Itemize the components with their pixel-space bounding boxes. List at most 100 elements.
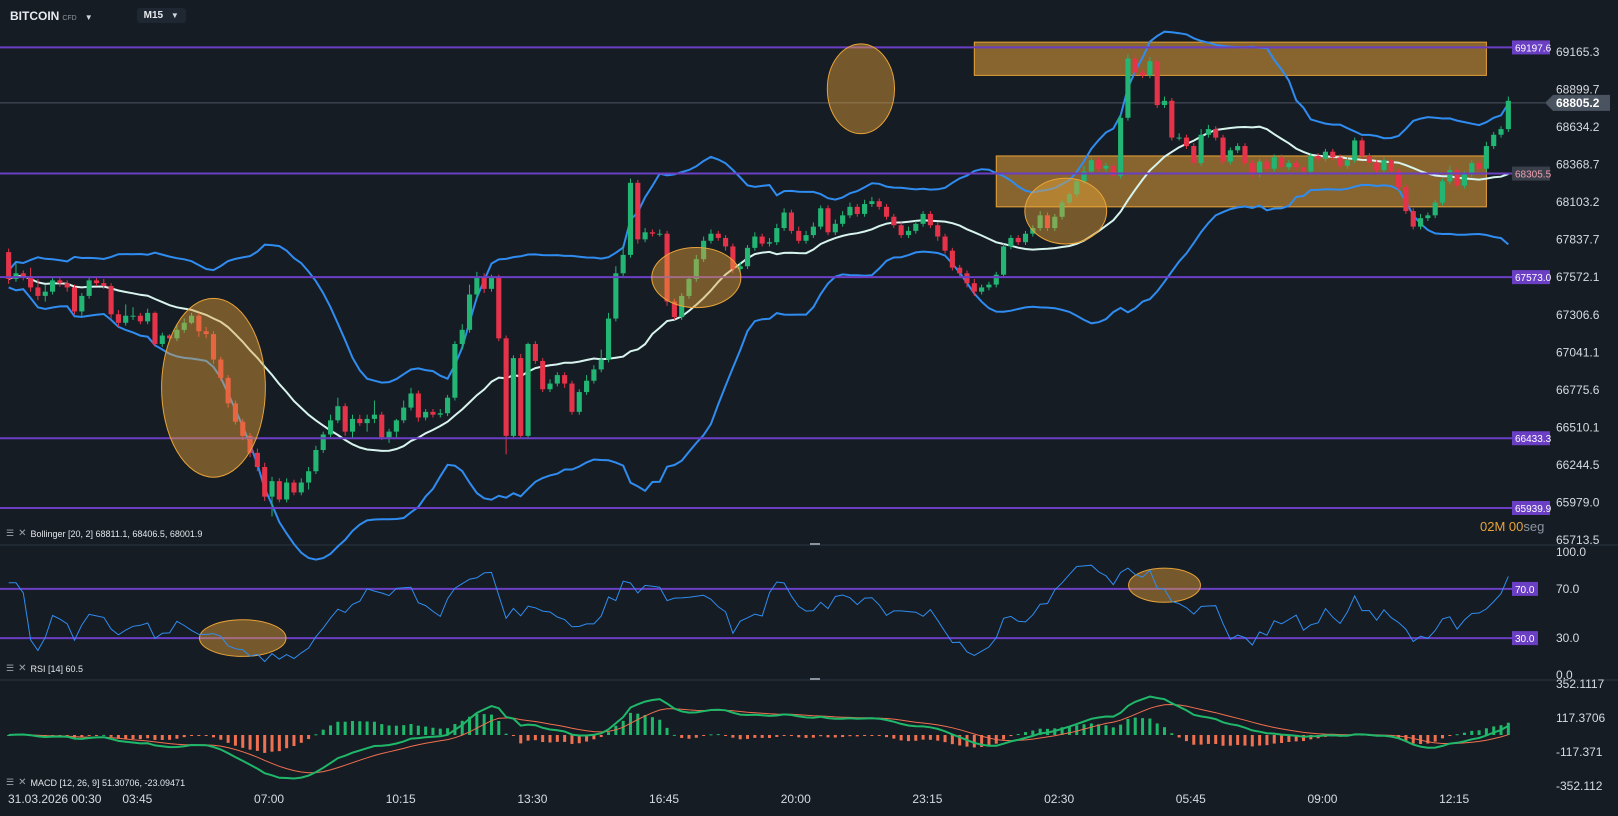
- time-axis-tick: 05:45: [1176, 792, 1206, 806]
- candle-bearish: [240, 421, 246, 436]
- settings-lines-icon[interactable]: ☰: [6, 528, 15, 538]
- settings-lines-icon[interactable]: ☰: [6, 777, 15, 787]
- candle-bullish: [1425, 215, 1431, 219]
- macd-histogram-bar: [1126, 718, 1130, 735]
- timeframe-selector[interactable]: M15 ▼: [136, 8, 186, 23]
- macd-histogram-bar: [826, 735, 830, 738]
- macd-histogram-bar: [804, 735, 808, 738]
- macd-histogram-bar: [511, 735, 515, 736]
- price-axis-tick: 67041.1: [1556, 345, 1600, 359]
- candle-bearish: [115, 314, 121, 323]
- candle-bullish: [437, 413, 443, 415]
- candle-bearish: [1403, 187, 1409, 212]
- candle-bearish: [496, 277, 502, 339]
- candle-bullish: [554, 375, 560, 384]
- bollinger-middle-band: [8, 125, 1509, 452]
- candle-bullish: [1198, 134, 1204, 164]
- macd-histogram-bar: [621, 720, 625, 735]
- candle-bearish: [1183, 137, 1190, 147]
- candle-bullish: [920, 213, 926, 224]
- macd-histogram-bar: [124, 735, 128, 740]
- candle-bearish: [71, 287, 78, 312]
- macd-histogram-bar: [753, 735, 757, 738]
- macd-histogram-bar: [1133, 717, 1137, 735]
- macd-histogram-bar: [1455, 734, 1459, 736]
- candle-bullish: [708, 233, 714, 241]
- macd-histogram-bar: [204, 735, 208, 736]
- candle-bullish: [1257, 161, 1263, 175]
- price-axis-tick: 68899.7: [1556, 83, 1600, 97]
- macd-histogram-bar: [1448, 735, 1452, 736]
- candle-bullish: [744, 247, 751, 267]
- macd-histogram-bar: [1002, 735, 1006, 740]
- panel-resize-handle: [810, 678, 820, 680]
- macd-histogram-bar: [943, 735, 947, 743]
- candle-bullish: [130, 315, 136, 317]
- macd-line: [8, 695, 1509, 780]
- settings-lines-icon[interactable]: ☰: [6, 663, 15, 673]
- candle-bullish: [1432, 202, 1438, 216]
- macd-histogram-bar: [1097, 724, 1101, 735]
- close-icon[interactable]: ✕: [18, 528, 27, 539]
- macd-histogram-bar: [431, 727, 435, 735]
- candle-bullish: [327, 420, 334, 435]
- candle-bearish: [883, 206, 890, 217]
- candle-bearish: [1169, 100, 1175, 138]
- candle-bullish: [547, 383, 553, 390]
- macd-histogram-bar: [672, 734, 676, 736]
- macd-histogram-bar: [160, 735, 164, 740]
- time-axis-tick: 12:15: [1439, 792, 1469, 806]
- candle-bullish: [613, 273, 619, 319]
- macd-histogram-bar: [1280, 735, 1284, 744]
- candle-bearish: [540, 360, 546, 390]
- time-axis-tick: 13:30: [517, 792, 547, 806]
- candle-bearish: [137, 315, 143, 322]
- macd-histogram-bar: [1009, 735, 1013, 737]
- close-icon[interactable]: ✕: [18, 663, 27, 674]
- candle-bullish: [1022, 233, 1029, 243]
- candle-bullish: [386, 431, 392, 438]
- macd-histogram-bar: [475, 713, 479, 735]
- macd-histogram-bar: [358, 721, 362, 735]
- close-icon[interactable]: ✕: [18, 777, 27, 788]
- rsi-axis-tick: 100.0: [1556, 545, 1586, 559]
- candle-bearish: [1220, 137, 1226, 162]
- macd-histogram-bar: [702, 735, 706, 736]
- chevron-down-icon: ▼: [84, 12, 93, 22]
- candle-bearish: [1264, 161, 1270, 169]
- candle-bullish: [1417, 218, 1424, 227]
- candle-bullish: [1498, 129, 1504, 135]
- candle-bullish: [510, 358, 516, 436]
- current-price-badge: 68805.2: [1556, 96, 1600, 110]
- macd-histogram-bar: [424, 726, 428, 735]
- candle-bearish: [210, 334, 217, 360]
- candle-bearish: [167, 335, 173, 339]
- rsi-axis-tick: 30.0: [1556, 631, 1580, 645]
- candle-bullish: [1469, 163, 1475, 175]
- candle-bullish: [576, 392, 582, 412]
- time-axis-tick: 23:15: [912, 792, 942, 806]
- candle-bullish: [1505, 100, 1511, 130]
- symbol-selector[interactable]: BITCOIN CFD ▼: [10, 9, 93, 23]
- macd-histogram-bar: [460, 720, 464, 735]
- highlight-ellipse: [1024, 177, 1108, 245]
- level-price-badge-bg: [1512, 270, 1550, 285]
- candle-bullish: [371, 414, 377, 419]
- candle-bullish: [49, 280, 56, 292]
- price-axis-tick: 68368.7: [1556, 158, 1600, 172]
- candle-bullish: [847, 206, 853, 216]
- macd-histogram-bar: [563, 735, 567, 742]
- macd-histogram-bar: [1404, 735, 1408, 741]
- candle-bullish: [42, 291, 48, 296]
- candle-bullish: [1088, 160, 1094, 172]
- candle-bullish: [408, 393, 414, 408]
- candle-bullish: [605, 318, 612, 360]
- macd-histogram-bar: [716, 734, 720, 736]
- macd-histogram-bar: [1089, 723, 1093, 735]
- macd-histogram-bar: [687, 735, 691, 739]
- top-toolbar: BITCOIN CFD ▼ M15 ▼: [10, 8, 186, 23]
- macd-histogram-bar: [168, 735, 172, 740]
- macd-histogram-bar: [1141, 718, 1145, 735]
- candle-bearish: [664, 233, 670, 302]
